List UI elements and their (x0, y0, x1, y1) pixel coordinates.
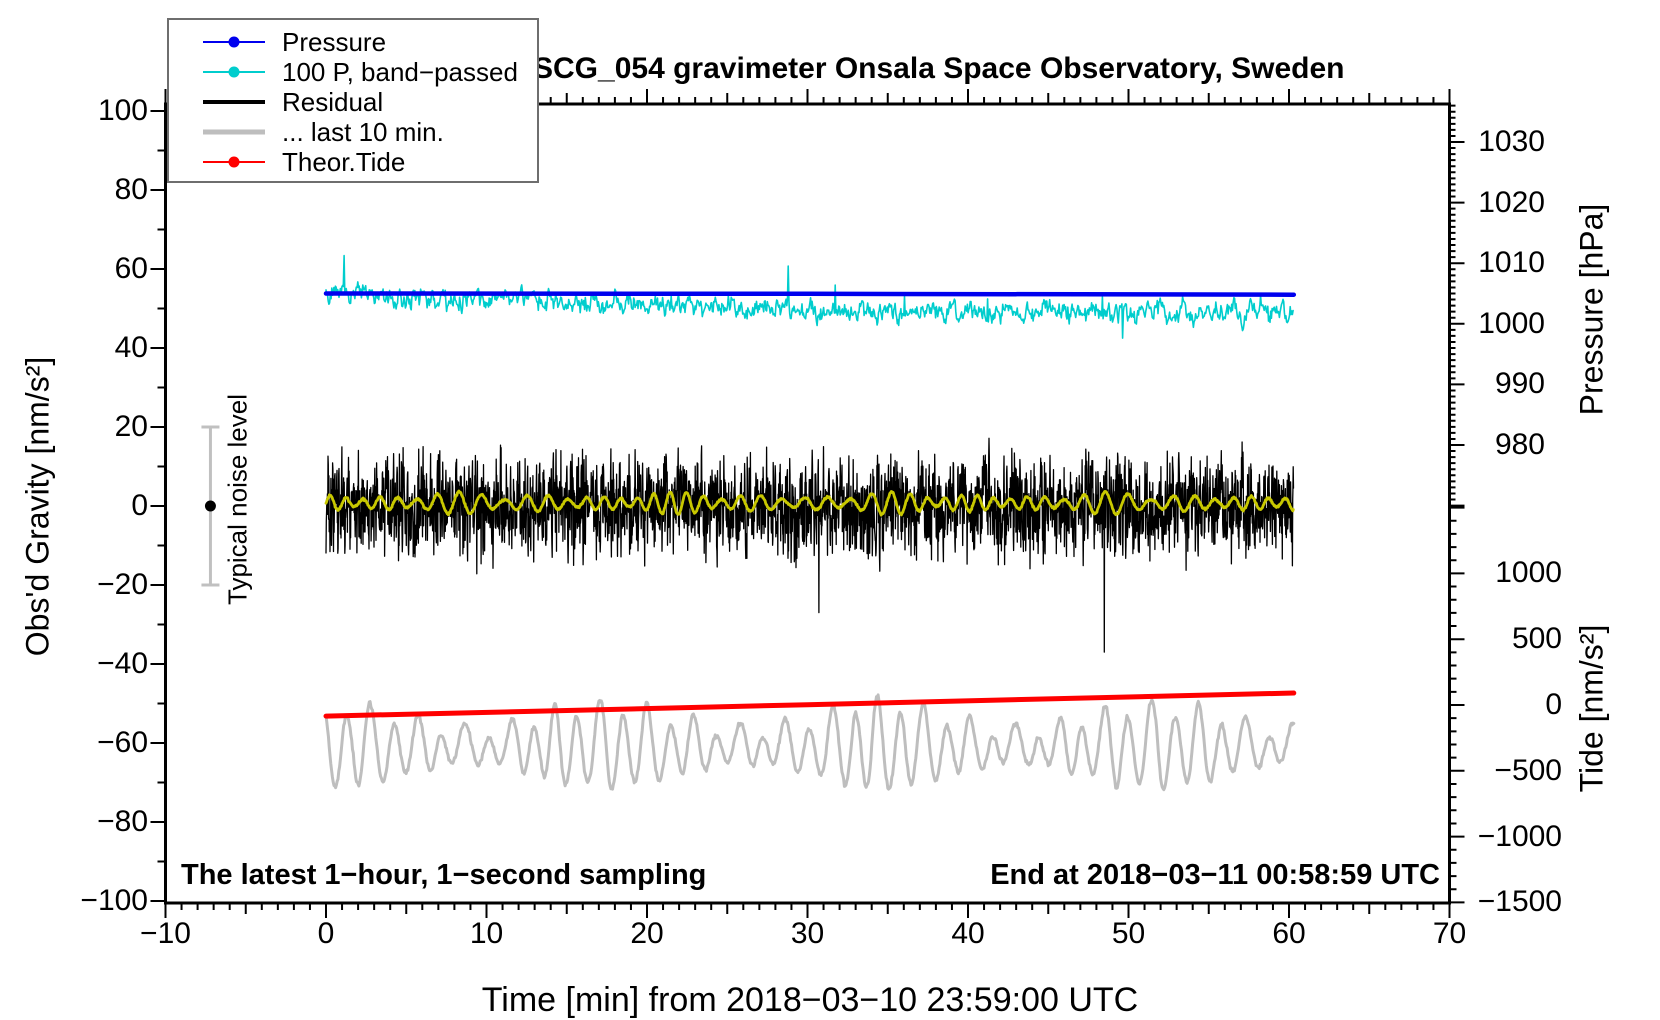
last10min-line-sample (203, 125, 265, 139)
x-axis-tick-label: 0 (317, 917, 335, 950)
tide-axis-tick-label: −1000 (1477, 819, 1562, 853)
x-axis-tick-label: −10 (140, 917, 191, 950)
series--last-10-min- (324, 693, 1296, 792)
pressure-axis-tick-label: 1020 (1478, 185, 1545, 219)
gravity-axis-tick-label: 20 (114, 410, 148, 443)
end-time-note: End at 2018−03−11 00:58:59 UTC (990, 859, 1440, 891)
gravity-axis-tick-label: −100 (80, 884, 148, 917)
gravity-axis-tick-label: 60 (114, 252, 148, 285)
pressure-line-sample (203, 35, 265, 49)
legend-item-bandpassed: 100 P, band−passed (169, 57, 537, 87)
series-pressure (323, 291, 1297, 297)
gravity-axis-title: Obs'd Gravity [nm/s²] (19, 356, 56, 657)
series-residual (325, 437, 1295, 653)
x-axis-title: Time [min] from 2018−03−10 23:59:00 UTC (481, 981, 1139, 1019)
legend-box: Pressure 100 P, band−passed Residual ...… (167, 18, 539, 183)
series-100-p-band-passed (325, 254, 1294, 339)
gravity-axis-tick-label: 40 (114, 331, 148, 364)
x-axis-tick-label: 40 (951, 917, 985, 950)
legend-item-theortide: Theor.Tide (169, 147, 537, 177)
gravity-axis-tick-label: 80 (114, 173, 148, 206)
x-axis-tick-label: 10 (469, 917, 504, 950)
tide-axis-tick-label: −1500 (1477, 885, 1562, 919)
tide-axis-tick-label: 1000 (1495, 556, 1562, 590)
tide-axis-tick-label: −500 (1494, 753, 1562, 787)
gravity-axis-tick-label: −40 (97, 647, 148, 680)
pressure-axis-tick-label: 1030 (1478, 125, 1545, 158)
x-axis-tick-label: 70 (1432, 917, 1467, 950)
gravity-axis-tick-label: −60 (97, 726, 148, 759)
series-theor-tide (323, 690, 1297, 719)
theortide-marker-icon (228, 156, 240, 168)
chart-title: SCG_054 gravimeter Onsala Space Observat… (533, 52, 1345, 85)
theortide-line-sample (203, 155, 265, 169)
x-axis-tick-label: 20 (630, 917, 664, 950)
pressure-axis-tick-label: 1000 (1478, 306, 1545, 340)
tide-axis-tick-label: 500 (1511, 622, 1562, 656)
pressure-axis-tick-label: 980 (1494, 428, 1545, 461)
bandpassed-marker-icon (228, 66, 240, 78)
plot-frame (164, 102, 1451, 905)
x-axis-tick-label: 50 (1111, 917, 1146, 950)
legend-item-last10min: ... last 10 min. (169, 117, 537, 147)
sampling-note: The latest 1−hour, 1−second sampling (181, 859, 707, 891)
series-residual-smoothed (324, 489, 1295, 517)
x-axis-tick-label: 60 (1272, 917, 1306, 950)
x-axis-tick-label: 30 (790, 917, 825, 950)
pressure-axis-tick-label: 1010 (1478, 246, 1545, 280)
pressure-marker-icon (228, 36, 240, 48)
tide-axis-title: Tide [nm/s²] (1573, 624, 1610, 793)
legend-item-residual: Residual (169, 87, 537, 117)
residual-line-sample (203, 95, 265, 109)
tide-axis-tick-label: 0 (1545, 688, 1562, 721)
legend-item-pressure: Pressure (169, 27, 537, 57)
noise-level-label: Typical noise level (222, 394, 253, 605)
gravity-axis-tick-label: −80 (97, 805, 148, 838)
gravity-axis-tick-label: 0 (131, 489, 148, 522)
bandpassed-line-sample (203, 65, 265, 79)
pressure-axis-title: Pressure [hPa] (1573, 203, 1610, 416)
pressure-axis-tick-label: 990 (1494, 367, 1545, 401)
gravity-axis-tick-label: −20 (97, 568, 148, 601)
gravity-axis-tick-label: 100 (97, 94, 148, 127)
noise-level-dot (204, 500, 216, 512)
